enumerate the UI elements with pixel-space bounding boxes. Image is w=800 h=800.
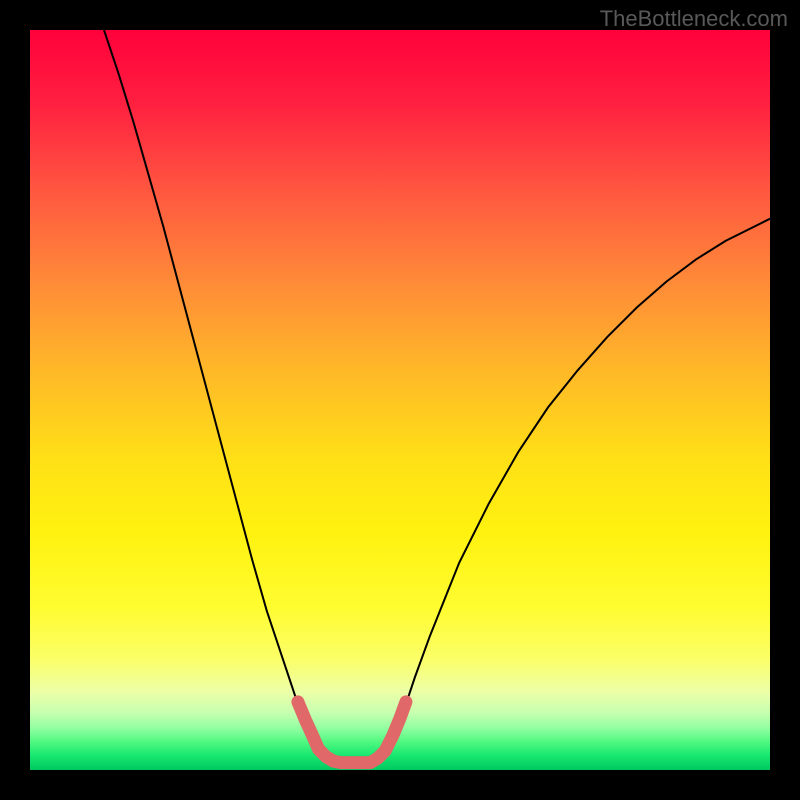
chart-container: TheBottleneck.com [0, 0, 800, 800]
gradient-background [30, 30, 770, 770]
bottleneck-curve-chart [0, 0, 800, 800]
